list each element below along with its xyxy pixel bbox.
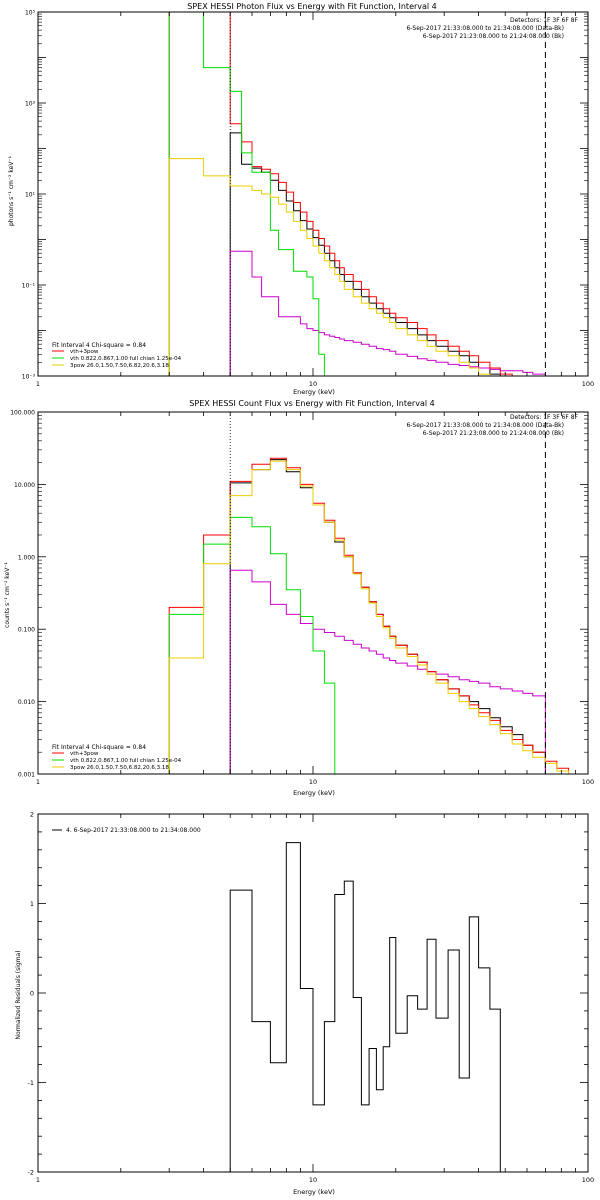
series-1-bk-line [229, 569, 546, 774]
y-axis-label: photons s⁻¹ cm⁻² keV⁻¹ [8, 155, 15, 226]
x-tick-label: 10 [309, 1176, 317, 1184]
header-line-detectors: Detectors: 1F 3F 6F 8F [510, 414, 579, 421]
x-ticks: 1 10 100 [36, 412, 594, 786]
series-0-data-bk-line [229, 132, 501, 376]
y-tick-label: 10⁻³ [22, 374, 36, 381]
y-tick-label: 0.010 [18, 699, 35, 706]
plot-area [168, 12, 546, 376]
x-tick-label: 10 [309, 778, 317, 786]
y-tick-label: -2 [28, 1169, 34, 1177]
photon-flux-panel: SPEX HESSI Photon Flux vs Energy with Fi… [8, 2, 594, 396]
legend-label: vth+3pow [70, 751, 99, 757]
y-tick-label: 10.000 [14, 482, 35, 489]
x-tick-label: 100 [582, 1176, 594, 1184]
header-line-data: 6-Sep-2017 21:33:08.000 to 21:34:08.000 … [406, 25, 564, 32]
y-tick-label: 0.100 [18, 627, 35, 634]
fit-info-text: Fit Interval 4 Chi-square = 0.84 [52, 744, 146, 751]
series-4-3pow-26-0-1-50-7-50-6-82-line [168, 460, 580, 774]
x-ticks: 1 10 100 [36, 814, 594, 1184]
x-tick-label: 100 [582, 778, 594, 786]
series-4-3pow-26-0-1-50-7-50-6-82-line [168, 158, 491, 376]
x-tick-label: 10 [309, 380, 317, 388]
y-tick-label: 1 [30, 900, 34, 908]
x-tick-label: 100 [582, 380, 594, 388]
header-line-bk: 6-Sep-2017 21:23:08.000 to 21:24:08.000 … [423, 33, 564, 40]
legend-label: 3pow 26.0,1.50,7.50,6.82,20.6,3.18 [70, 363, 169, 369]
x-ticks: 1 10 100 [36, 12, 594, 388]
y-axis-label: Normalized Residuals (sigma) [15, 950, 22, 1039]
y-tick-label: 0.001 [18, 772, 35, 779]
y-ticks: -2 -1 0 1 2 [28, 811, 588, 1177]
header-line-data: 6-Sep-2017 21:33:08.000 to 21:34:08.000 … [406, 422, 564, 429]
chart-title: SPEX HESSI Count Flux vs Energy with Fit… [189, 399, 434, 408]
x-tick-label: 1 [36, 380, 40, 388]
x-tick-label: 1 [36, 1176, 40, 1184]
legend-label: 3pow 26.0,1.50,7.50,6.82,20.6,3.18 [70, 765, 169, 771]
x-tick-label: 1 [36, 778, 40, 786]
series-0-4-6-sep-2017-21-33-08-00-line [229, 842, 501, 1172]
series-0-data-bk-line [229, 459, 546, 774]
y-tick-label: 0 [30, 990, 34, 998]
y-tick-label: 10³ [25, 101, 36, 108]
series-3-vth-0-822-0-867-1-00-ful-line [168, 516, 336, 774]
legend-label: vth 0.822,0.867,1.00 full chian 1.25e-04 [70, 356, 182, 362]
series-2-vth-3pow-line [168, 12, 513, 376]
y-tick-label: -1 [28, 1079, 34, 1087]
legend-text: 4. 6-Sep-2017 21:33:08.000 to 21:34:08.0… [66, 827, 201, 834]
fit-info-text: Fit Interval 4 Chi-square = 0.84 [52, 342, 146, 349]
series-1-bk-line [229, 250, 546, 376]
y-ticks: 0.001 0.010 0.100 1.000 10.000 100.000 [10, 410, 588, 779]
axes-frame [37, 411, 589, 775]
y-tick-label: 10⁻¹ [22, 283, 36, 290]
y-tick-label: 100.000 [10, 410, 35, 417]
y-tick-label: 10¹ [25, 192, 36, 199]
plot-area [229, 842, 501, 1172]
count-flux-panel: SPEX HESSI Count Flux vs Energy with Fit… [4, 399, 594, 797]
series-3-vth-0-822-0-867-1-00-ful-line [168, 12, 325, 376]
axes-frame [37, 11, 589, 377]
y-tick-label: 2 [30, 811, 34, 819]
plot-area [168, 412, 580, 774]
header-line-detectors: Detectors: 1F 3F 6F 8F [510, 17, 579, 24]
x-axis-label: Energy (keV) [293, 789, 335, 797]
legend-label: vth+3pow [70, 349, 99, 355]
residuals-panel: 4. 6-Sep-2017 21:33:08.000 to 21:34:08.0… [15, 811, 594, 1197]
y-tick-label: 10⁵ [25, 10, 36, 17]
header-line-bk: 6-Sep-2017 21:23:08.000 to 21:24:08.000 … [423, 430, 564, 437]
y-tick-label: 1.000 [18, 554, 35, 561]
y-ticks: 10⁻³ 10⁻¹ 10¹ 10³ 10⁵ [22, 10, 588, 381]
x-axis-label: Energy (keV) [293, 388, 335, 396]
x-axis-label: Energy (keV) [293, 1188, 335, 1196]
y-axis-label: counts s⁻¹ cm⁻² keV⁻¹ [4, 562, 11, 628]
legend-label: vth 0.822,0.867,1.00 full chian 1.25e-04 [70, 758, 182, 764]
chart-title: SPEX HESSI Photon Flux vs Energy with Fi… [187, 2, 437, 11]
series-2-vth-3pow-line [168, 457, 580, 774]
